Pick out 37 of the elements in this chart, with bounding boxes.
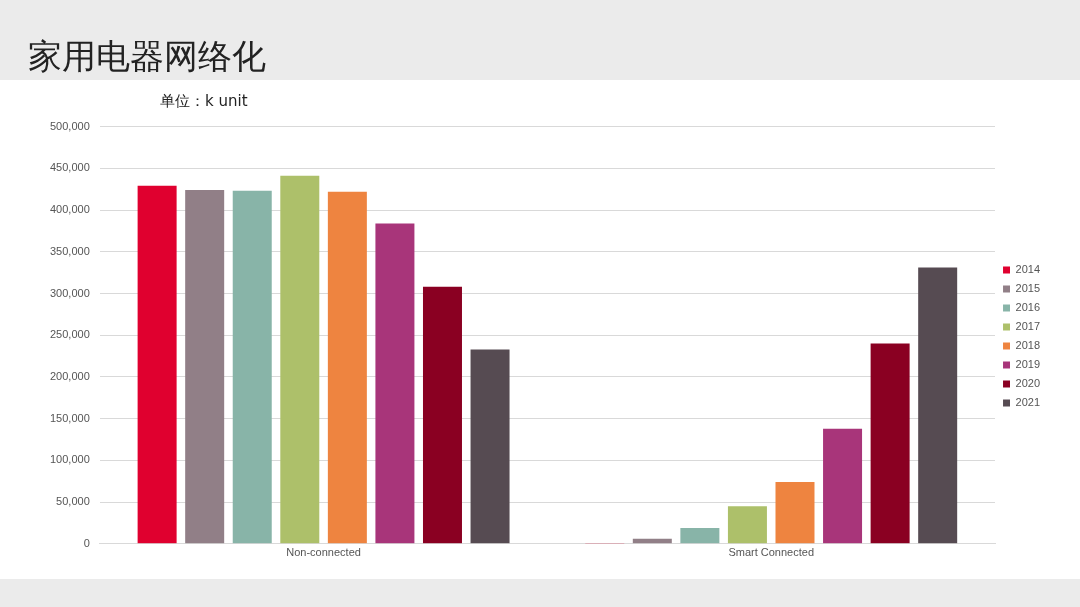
y-tick-label: 250,000: [50, 328, 90, 341]
bar: [422, 286, 462, 544]
y-tick-label: 0: [83, 536, 90, 549]
y-tick-label: 150,000: [50, 411, 90, 424]
bar: [823, 428, 863, 544]
x-tick-label: Non-connected: [286, 546, 361, 559]
legend-label: 2016: [1015, 301, 1041, 314]
legend-label: 2014: [1015, 263, 1041, 276]
legend-label: 2017: [1015, 320, 1041, 333]
y-tick-label: 350,000: [50, 244, 90, 257]
bar: [375, 223, 415, 544]
legend-label: 2018: [1015, 339, 1041, 352]
chart-title: 家用电器网络化: [28, 35, 266, 78]
bar: [280, 175, 320, 544]
bar: [137, 185, 177, 544]
bar: [470, 349, 510, 544]
y-tick-label: 300,000: [50, 286, 90, 299]
bar: [775, 482, 815, 544]
y-tick-label: 500,000: [50, 119, 90, 132]
y-tick-label: 450,000: [50, 161, 90, 174]
bar: [185, 190, 225, 544]
bar: [727, 506, 767, 544]
y-tick-label: 100,000: [50, 453, 90, 466]
bar: [680, 527, 720, 544]
text: 单位：k unit: [160, 92, 248, 111]
y-tick-label: 400,000: [50, 203, 90, 216]
bar: [232, 190, 272, 544]
legend-label: 2020: [1015, 377, 1041, 390]
legend-label: 2019: [1015, 358, 1041, 371]
bar: [870, 343, 910, 544]
y-tick-label: 200,000: [50, 369, 90, 382]
x-tick-label: Smart Connected: [728, 546, 815, 559]
bar: [918, 267, 958, 544]
legend-label: 2021: [1015, 396, 1041, 409]
y-tick-label: 50,000: [56, 495, 90, 508]
legend-label: 2015: [1015, 282, 1041, 295]
bar: [327, 191, 367, 544]
